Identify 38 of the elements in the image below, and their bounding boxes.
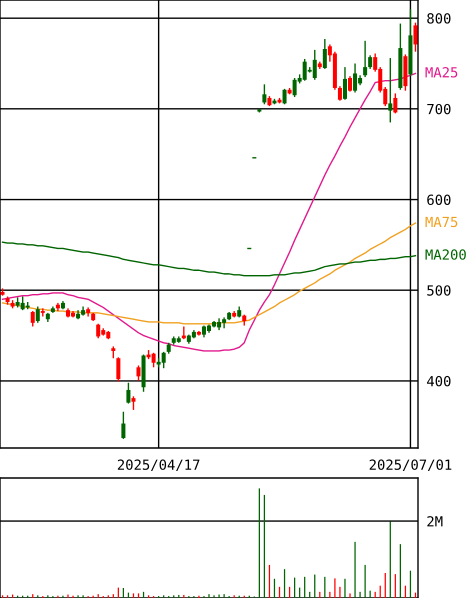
y-tick-label: 2M bbox=[427, 516, 442, 526]
candlestick bbox=[262, 84, 266, 105]
candlestick bbox=[413, 22, 418, 52]
candlestick bbox=[342, 66, 347, 100]
candlestick bbox=[363, 40, 368, 78]
candlestick bbox=[166, 342, 171, 354]
series-label: MA75 bbox=[426, 216, 458, 228]
candlestick bbox=[242, 314, 246, 326]
x-tick-label: 2025/04/17 bbox=[118, 459, 200, 472]
series-label: MA200 bbox=[426, 249, 466, 260]
series-label: MA25 bbox=[426, 67, 458, 78]
y-tick-label: 400 bbox=[427, 376, 451, 386]
candlestick bbox=[131, 396, 136, 411]
candlestick bbox=[338, 85, 342, 102]
candlestick bbox=[348, 75, 352, 92]
y-tick-label: 700 bbox=[427, 104, 451, 114]
candlestick bbox=[86, 306, 90, 318]
x-tick-label: 2025/07/01 bbox=[370, 459, 452, 472]
candlestick bbox=[368, 54, 372, 70]
candlestick bbox=[111, 346, 116, 359]
candlestick bbox=[267, 95, 272, 107]
candlestick bbox=[116, 356, 120, 382]
candlestick bbox=[388, 57, 392, 124]
candlestick bbox=[136, 364, 141, 382]
candlestick bbox=[46, 312, 50, 323]
candlestick bbox=[322, 38, 327, 70]
candlestick bbox=[182, 326, 186, 340]
y-tick-label: 800 bbox=[427, 13, 451, 24]
candlestick bbox=[126, 382, 130, 404]
candlestick bbox=[282, 88, 287, 105]
candlestick bbox=[36, 306, 40, 324]
candlestick bbox=[121, 411, 126, 440]
y-tick-label: 500 bbox=[427, 285, 451, 296]
y-tick-label: 600 bbox=[427, 194, 451, 206]
candlestick bbox=[393, 92, 398, 114]
candlestick bbox=[237, 306, 242, 318]
line-series bbox=[2, 241, 416, 276]
candlestick bbox=[30, 310, 35, 328]
